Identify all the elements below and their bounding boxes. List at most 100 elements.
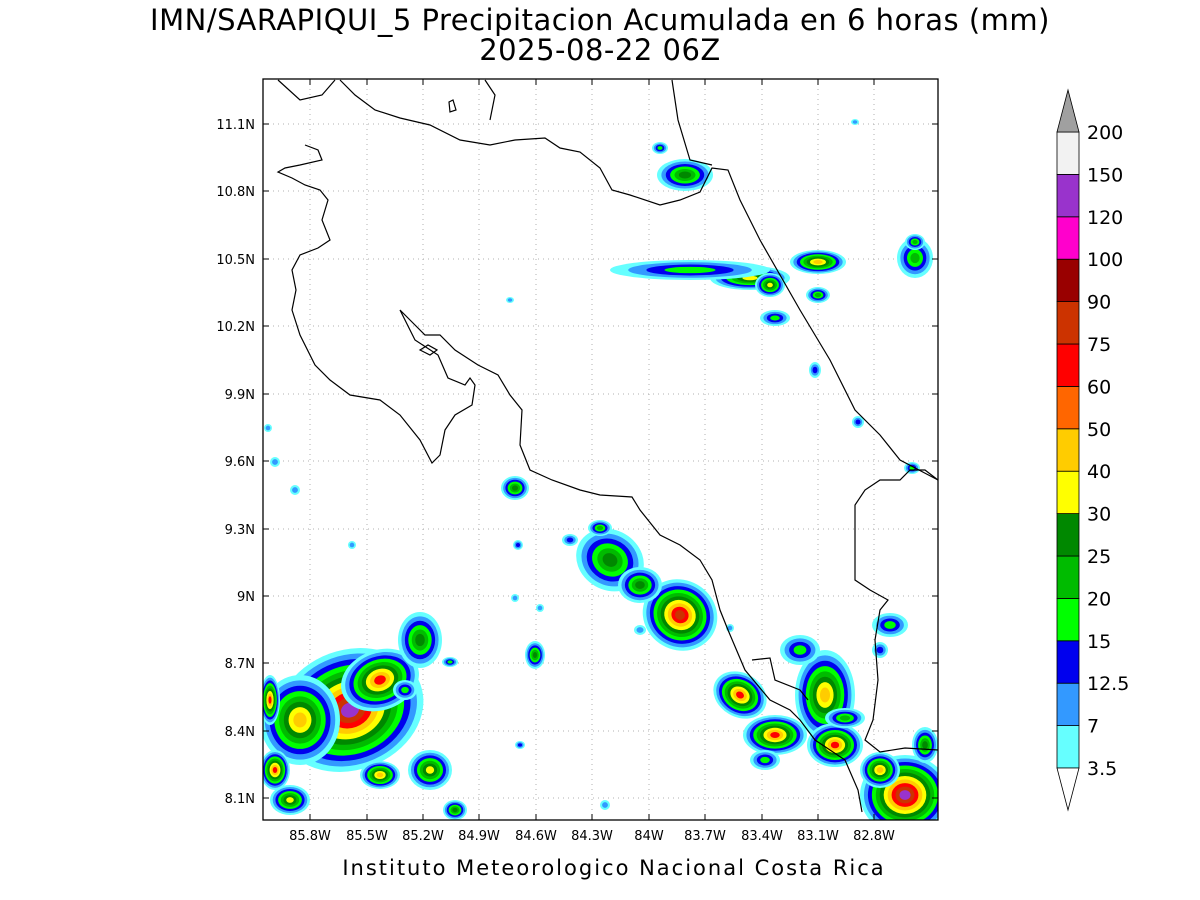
- precip-contour: [636, 627, 644, 633]
- lat-tick-label: 10.8N: [216, 185, 255, 200]
- colorbar-swatch: [1056, 343, 1080, 387]
- precip-contour: [899, 790, 911, 800]
- colorbar-swatch: [1056, 131, 1080, 175]
- lat-tick-label: 9.3N: [225, 523, 255, 538]
- precip-contour: [349, 542, 355, 548]
- colorbar-label: 3.5: [1087, 758, 1117, 780]
- colorbar-label: 120: [1087, 207, 1123, 229]
- colorbar-swatch: [1056, 513, 1080, 557]
- precip-contour: [814, 292, 822, 298]
- precip-contour: [293, 712, 307, 728]
- colorbar-swatch: [1056, 682, 1080, 727]
- colorbar-label: 25: [1087, 546, 1111, 568]
- lon-tick-label: 83.4W: [741, 829, 783, 844]
- precip-contour: [537, 605, 543, 611]
- lon-tick-label: 84W: [634, 829, 664, 844]
- precip-contour: [813, 260, 823, 264]
- coastline-borders: [276, 79, 938, 813]
- colorbar-label: 200: [1087, 122, 1123, 144]
- lat-tick-label: 8.4N: [225, 725, 255, 740]
- colorbar-label: 7: [1087, 716, 1099, 738]
- colorbar-swatch: [1056, 173, 1080, 218]
- colorbar-bottom-arrow: [1056, 767, 1080, 812]
- precip-contour: [532, 651, 538, 659]
- precip-contour: [268, 696, 272, 704]
- colorbar-swatch: [1056, 301, 1080, 345]
- map-frame: [262, 78, 939, 821]
- precipitation-field: [263, 119, 938, 820]
- colorbar-swatch: [1056, 385, 1080, 430]
- precip-contour: [922, 741, 928, 749]
- precip-contour: [657, 146, 663, 150]
- precip-contour: [517, 743, 523, 747]
- precip-contour: [812, 366, 818, 374]
- precip-contour: [912, 239, 918, 245]
- credit-footer: Instituto Meteorologico Nacional Costa R…: [342, 856, 886, 880]
- lat-tick-label: 10.2N: [216, 320, 255, 335]
- precip-contour: [425, 766, 435, 774]
- axis-ticks: 11.1N 10.8N 10.5N 10.2N 9.9N 9.6N 9.3N 9N 8.7N 8.…: [216, 79, 938, 844]
- colorbar-top-arrow: [1056, 88, 1080, 133]
- colorbar-label: 30: [1087, 504, 1111, 526]
- precip-contour: [635, 581, 645, 589]
- precip-contour: [767, 282, 773, 288]
- colorbar-label: 50: [1087, 419, 1111, 441]
- precip-contour: [401, 686, 409, 694]
- precip-contour: [515, 542, 521, 548]
- precip-contour: [678, 171, 692, 179]
- map-gridlines: [263, 79, 938, 820]
- lon-tick-label: 83.1W: [797, 829, 839, 844]
- lat-tick-label: 10.5N: [216, 253, 255, 268]
- precip-contour: [876, 767, 884, 773]
- colorbar-label: 15: [1087, 631, 1111, 653]
- lon-tick-label: 84.9W: [458, 829, 500, 844]
- colorbar-label: 40: [1087, 461, 1111, 483]
- lon-tick-label: 84.6W: [515, 829, 557, 844]
- precip-contour: [602, 553, 618, 567]
- colorbar-swatch: [1056, 555, 1080, 599]
- precip-contour: [830, 741, 840, 749]
- precip-contour: [839, 715, 851, 721]
- colorbar-swatch: [1056, 598, 1080, 642]
- lat-tick-label: 8.1N: [225, 792, 255, 807]
- precip-contour: [596, 525, 604, 531]
- precip-contour: [664, 266, 716, 274]
- lon-tick-label: 82.8W: [853, 829, 895, 844]
- colorbar-label: 12.5: [1087, 673, 1129, 695]
- precip-contour: [512, 595, 518, 601]
- colorbar-label: 20: [1087, 588, 1111, 610]
- precip-contour: [415, 633, 425, 647]
- colorbar-swatch: [1056, 725, 1080, 769]
- colorbar-label: 100: [1087, 249, 1123, 271]
- precip-contour: [272, 459, 278, 465]
- colorbar-label: 150: [1087, 164, 1123, 186]
- lat-tick-label: 9.6N: [225, 455, 255, 470]
- precip-contour: [265, 425, 271, 431]
- precip-contour: [736, 691, 744, 699]
- lon-tick-label: 85.5W: [346, 829, 388, 844]
- precip-contour: [760, 756, 770, 764]
- precip-contour: [852, 120, 858, 124]
- lon-tick-label: 83.7W: [684, 829, 726, 844]
- colorbar-label: 60: [1087, 376, 1111, 398]
- precip-contour: [910, 252, 920, 264]
- precip-contour: [855, 419, 861, 425]
- colorbar-swatch: [1056, 470, 1080, 515]
- precip-contour: [876, 646, 884, 654]
- precip-contour: [286, 797, 294, 803]
- lon-tick-label: 85.8W: [289, 829, 331, 844]
- colorbar-legend: 3.5 7 12.5 15 20 25 30 40 50 60 75 90 100 120 150 200: [1056, 88, 1129, 812]
- colorbar-swatch: [1056, 216, 1080, 260]
- lon-tick-label: 84.3W: [571, 829, 613, 844]
- precip-contour: [602, 802, 608, 808]
- precip-contour: [770, 732, 780, 738]
- precip-contour: [447, 660, 453, 664]
- precip-contour: [770, 315, 780, 321]
- precip-contour: [674, 610, 686, 620]
- precip-contour: [452, 807, 458, 813]
- chart-title: IMN/SARAPIQUI_5 Precipitacion Acumulada …: [150, 3, 1050, 37]
- precip-contour: [374, 675, 386, 685]
- precip-contour: [793, 645, 807, 655]
- chart-subtitle-date: 2025-08-22 06Z: [479, 33, 721, 67]
- colorbar-swatch: [1056, 640, 1080, 684]
